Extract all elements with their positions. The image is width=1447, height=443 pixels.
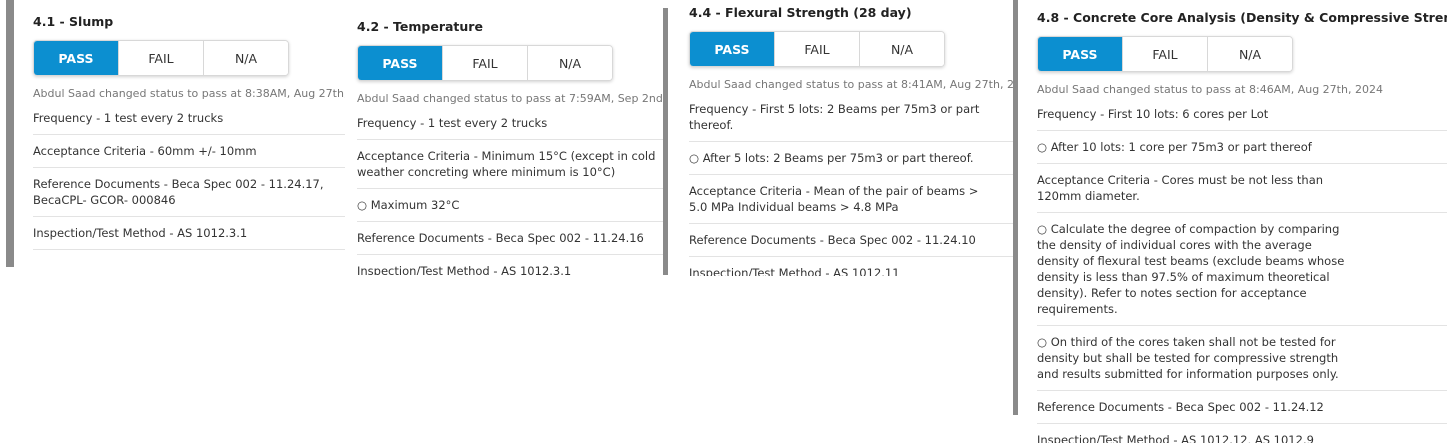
status-history: Abdul Saad changed status to pass at 7:5… [357,92,663,105]
status-button[interactable]: N/A [859,32,944,66]
item-title: 4.8 - Concrete Core Analysis (Density & … [1037,10,1447,25]
detail-row: Frequency - 1 test every 2 trucks [33,102,345,135]
detail-text: Inspection/Test Method - AS 1012.12, AS … [1037,433,1314,443]
detail-row: Inspection/Test Method - AS 1012.3.1 [33,217,345,250]
detail-row: ○ After 10 lots: 1 core per 75m3 or part… [1037,131,1447,164]
detail-row: Acceptance Criteria - Mean of the pair o… [689,175,1013,224]
status-history: Abdul Saad changed status to pass at 8:4… [689,78,1013,91]
detail-row: Reference Documents - Beca Spec 002 - 11… [33,168,345,217]
detail-text: Acceptance Criteria - Minimum 15°C (exce… [357,149,656,179]
status-toggle: PASS FAIL N/A [1037,36,1293,72]
detail-row: Frequency - First 10 lots: 6 cores per L… [1037,98,1447,131]
detail-row: Acceptance Criteria - Cores must be not … [1037,164,1447,213]
detail-text: Reference Documents - Beca Spec 002 - 11… [357,231,644,245]
panel-content: 4.1 - Slump PASS FAIL N/A Abdul Saad changed… [33,13,345,250]
detail-text: ○ Calculate the degree of compaction by … [1037,222,1345,316]
detail-row: ○ After 5 lots: 2 Beams per 75m3 or part… [689,142,1013,175]
detail-text: Frequency - First 5 lots: 2 Beams per 75… [689,102,980,132]
detail-text: Reference Documents - Beca Spec 002 - 11… [689,233,976,247]
panel-content: 4.2 - Temperature PASS FAIL N/A Abdul Saad c… [357,18,663,275]
detail-row: ○ Calculate the degree of compaction by … [1037,213,1447,326]
detail-row: Reference Documents - Beca Spec 002 - 11… [689,224,1013,257]
detail-text: Reference Documents - Beca Spec 002 - 11… [33,177,324,207]
detail-row: Acceptance Criteria - Minimum 15°C (exce… [357,140,663,189]
status-button[interactable]: FAIL [442,46,527,80]
checklist-panel: 4.2 - Temperature PASS FAIL N/A Abdul Saad c… [345,0,663,275]
status-history: Abdul Saad changed status to pass at 8:3… [33,87,345,100]
item-title: 4.1 - Slump [33,14,114,29]
status-button[interactable]: FAIL [118,41,203,75]
status-button[interactable]: N/A [203,41,288,75]
status-button[interactable]: PASS [358,46,442,80]
detail-text: Frequency - 1 test every 2 trucks [33,111,224,125]
detail-text: ○ After 10 lots: 1 core per 75m3 or part… [1037,140,1312,154]
panel-content: 4.4 - Flexural Strength (28 day) PASS FAIL… [689,4,1013,276]
detail-text: ○ Maximum 32°C [357,198,460,212]
detail-text: Reference Documents - Beca Spec 002 - 11… [1037,400,1324,414]
status-toggle: PASS FAIL N/A [689,31,945,67]
detail-row: Acceptance Criteria - 60mm +/- 10mm [33,135,345,168]
detail-row: Inspection/Test Method - AS 1012.12, AS … [1037,424,1447,443]
checklist-panel: 4.4 - Flexural Strength (28 day) PASS FAIL… [668,0,1013,276]
detail-text: Inspection/Test Method - AS 1012.11 [689,266,900,276]
detail-row: Frequency - 1 test every 2 trucks [357,107,663,140]
detail-text: ○ After 5 lots: 2 Beams per 75m3 or part… [689,151,974,165]
detail-text: Inspection/Test Method - AS 1012.3.1 [33,226,248,240]
scroll-bar [6,0,14,267]
detail-text: Frequency - 1 test every 2 trucks [357,116,548,130]
detail-row: Inspection/Test Method - AS 1012.11 [689,257,1013,276]
detail-text: Frequency - First 10 lots: 6 cores per L… [1037,107,1269,121]
detail-row: Frequency - First 5 lots: 2 Beams per 75… [689,93,1013,142]
detail-text: Inspection/Test Method - AS 1012.3.1 [357,264,572,275]
status-history: Abdul Saad changed status to pass at 8:4… [1037,83,1383,96]
detail-text: Acceptance Criteria - 60mm +/- 10mm [33,144,257,158]
item-title: 4.2 - Temperature [357,19,483,34]
panel-content: 4.8 - Concrete Core Analysis (Density & … [1037,9,1447,443]
scroll-bar [1013,0,1018,415]
status-button[interactable]: N/A [527,46,612,80]
detail-text: Acceptance Criteria - Cores must be not … [1037,173,1324,203]
detail-row: ○ On third of the cores taken shall not … [1037,326,1447,391]
item-title: 4.4 - Flexural Strength (28 day) [689,5,912,20]
detail-row: ○ Maximum 32°C [357,189,663,222]
status-button[interactable]: PASS [34,41,118,75]
status-button[interactable]: PASS [1038,37,1122,71]
detail-text: Acceptance Criteria - Mean of the pair o… [689,184,979,214]
detail-row: Reference Documents - Beca Spec 002 - 11… [357,222,663,255]
status-button[interactable]: FAIL [1122,37,1207,71]
status-button[interactable]: N/A [1207,37,1292,71]
checklist-panel: 4.1 - Slump PASS FAIL N/A Abdul Saad changed… [14,0,345,267]
checklist-panel: 4.8 - Concrete Core Analysis (Density & … [1018,0,1447,443]
detail-text: ○ On third of the cores taken shall not … [1037,335,1339,381]
status-button[interactable]: PASS [690,32,774,66]
scroll-bar [663,8,668,275]
status-toggle: PASS FAIL N/A [33,40,289,76]
detail-row: Inspection/Test Method - AS 1012.3.1 [357,255,663,275]
detail-row: Reference Documents - Beca Spec 002 - 11… [1037,391,1447,424]
status-button[interactable]: FAIL [774,32,859,66]
status-toggle: PASS FAIL N/A [357,45,613,81]
